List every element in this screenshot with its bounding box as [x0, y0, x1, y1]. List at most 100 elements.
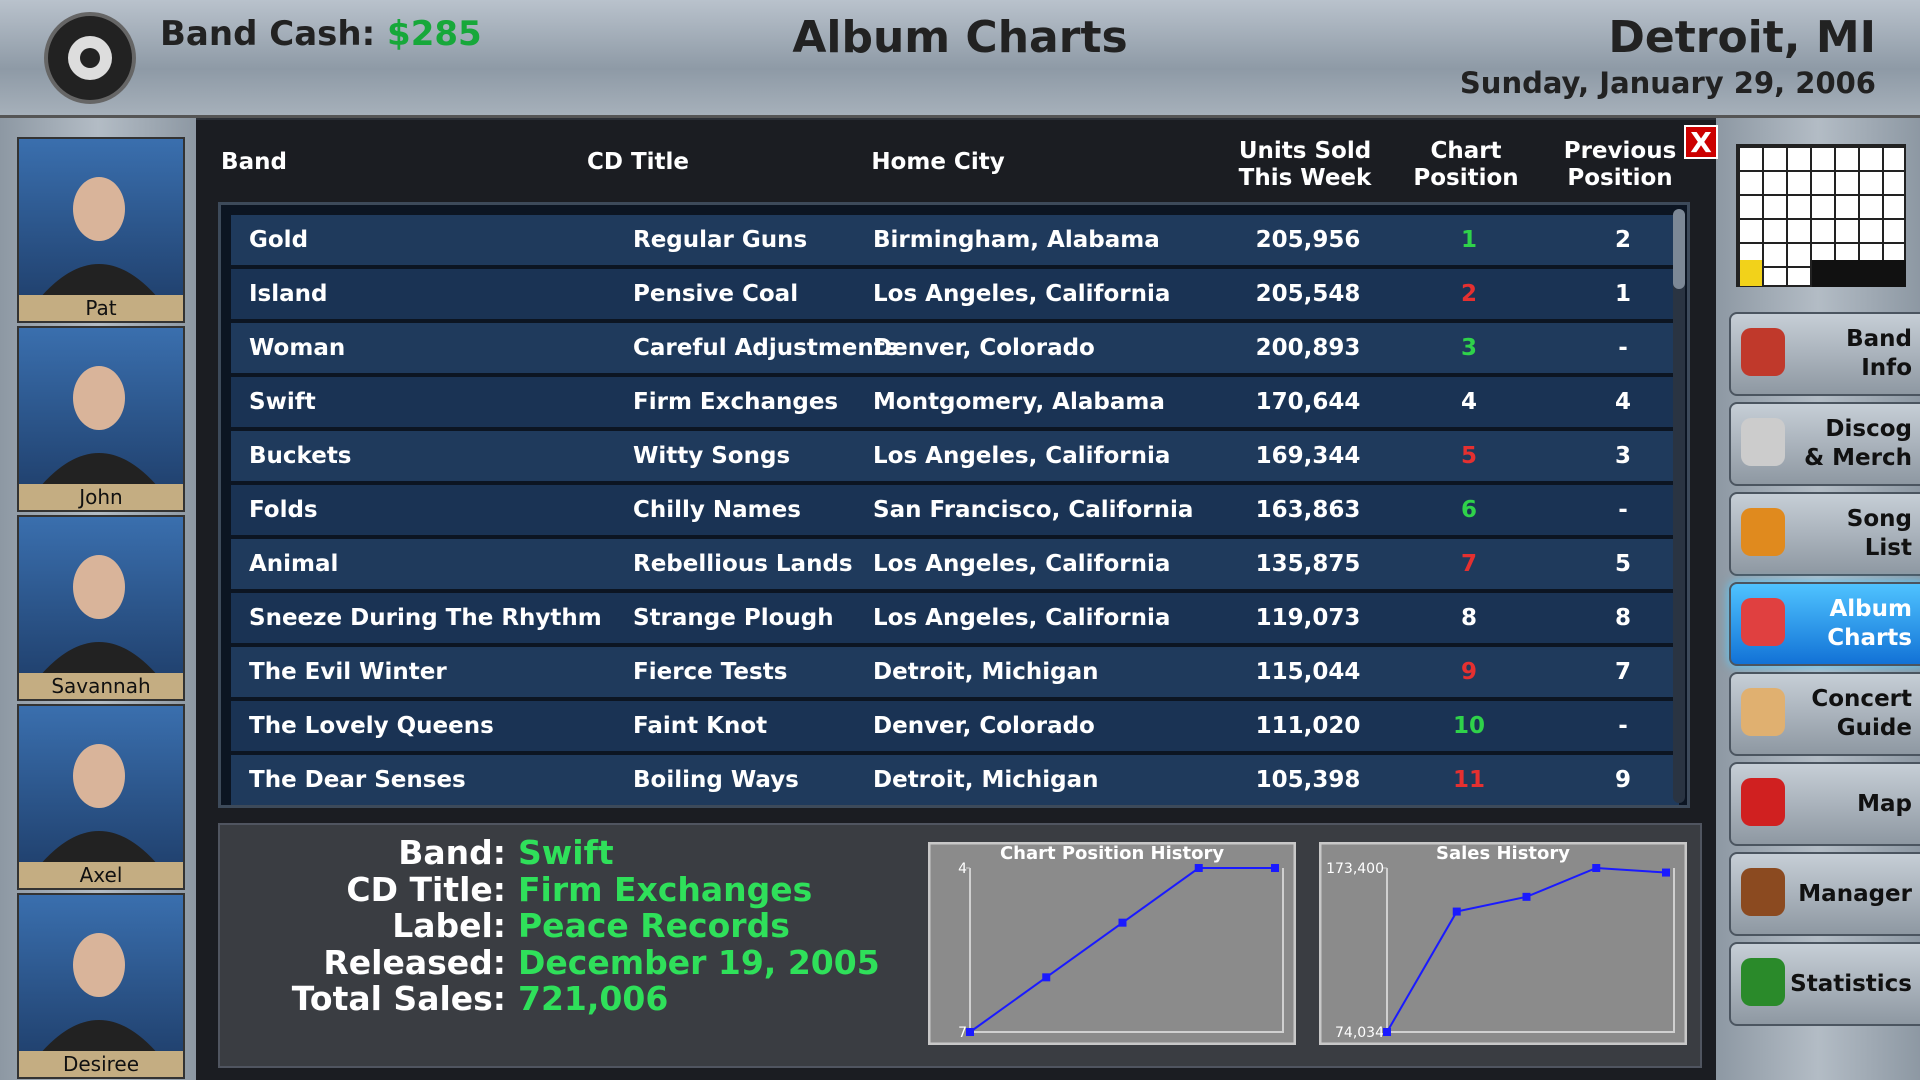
column-header: Previous Position [1563, 138, 1677, 191]
chart-table: Gold Regular Guns Birmingham, Alabama 205,9… [218, 202, 1690, 808]
member-portrait[interactable]: Savannah [17, 515, 185, 701]
member-portrait[interactable]: John [17, 326, 185, 512]
table-row[interactable]: The Evil Winter Fierce Tests Detroit, Mich… [231, 647, 1679, 697]
menu-label: Album [1829, 596, 1913, 622]
menu-button[interactable]: Album Charts [1729, 582, 1920, 666]
detail-label: CD Title: [346, 869, 506, 909]
menu-label: Discog [1825, 416, 1912, 442]
menu-button[interactable]: Statistics [1729, 942, 1920, 1026]
data-point [1042, 973, 1051, 982]
table-cell: 4 [1460, 389, 1477, 415]
menu-label: & Merch [1804, 445, 1912, 471]
table-cell: - [1618, 335, 1628, 361]
screen-title: Album Charts [792, 12, 1128, 63]
y-tick-label: 4 [958, 861, 967, 877]
table-cell: 170,644 [1255, 389, 1361, 415]
table-cell: 135,875 [1255, 551, 1361, 577]
menu-label: Map [1857, 790, 1912, 817]
mini-chart: Sales History 173,400 74,034 [1319, 842, 1687, 1045]
table-cell: 3 [1460, 335, 1477, 361]
table-cell: 205,548 [1255, 281, 1361, 307]
member-portrait[interactable]: Pat [17, 137, 185, 323]
table-row[interactable]: Animal Rebellious Lands Los Angeles, Calif… [231, 539, 1679, 589]
table-cell: Sneeze During The Rhythm [249, 605, 602, 631]
menu-button[interactable]: Manager [1729, 852, 1920, 936]
table-row[interactable]: Island Pensive Coal Los Angeles, Californi… [231, 269, 1679, 319]
settings-gear[interactable] [42, 10, 138, 106]
table-cell: Los Angeles, California [873, 605, 1171, 631]
chart-frame [1319, 842, 1687, 1045]
table-cell: Gold [249, 227, 309, 253]
cash-label: Band Cash: [160, 14, 376, 54]
member-name: Savannah [19, 673, 183, 699]
table-row[interactable]: Buckets Witty Songs Los Angeles, Californi… [231, 431, 1679, 481]
menu-label: Statistics [1790, 970, 1912, 997]
table-cell: Denver, Colorado [873, 335, 1095, 361]
table-row[interactable]: The Lovely Queens Faint Knot Denver, Color… [231, 701, 1679, 751]
menu-label: Guide [1836, 715, 1912, 741]
table-row[interactable]: Swift Firm Exchanges Montgomery, Alabama 17… [231, 377, 1679, 427]
table-cell: 2 [1614, 227, 1631, 253]
data-point [1383, 1028, 1391, 1036]
table-cell: Los Angeles, California [873, 281, 1171, 307]
member-name: Pat [19, 295, 183, 321]
table-cell: 200,893 [1255, 335, 1361, 361]
table-cell: 119,073 [1255, 605, 1361, 631]
date: Sunday, January 29, 2006 [1459, 66, 1876, 100]
table-cell: 4 [1614, 389, 1631, 415]
table-row[interactable]: Sneeze During The Rhythm Strange Plough Lo… [231, 593, 1679, 643]
member-portrait[interactable]: Desiree [17, 893, 185, 1079]
table-cell: 1 [1614, 281, 1631, 307]
menu-button[interactable]: Song List [1729, 492, 1920, 576]
detail-label: Total Sales: [291, 979, 506, 1018]
menu-button[interactable]: Band Info [1729, 312, 1920, 396]
table-row[interactable]: The Dear Senses Boiling Ways Detroit, Mich… [231, 755, 1679, 805]
menu-label: Charts [1827, 625, 1912, 651]
table-cell: Strange Plough [633, 605, 834, 631]
table-cell: The Lovely Queens [249, 713, 494, 739]
table-row[interactable]: Woman Careful Adjustments Denver, Colorado… [231, 323, 1679, 373]
close-button[interactable]: X [1684, 125, 1718, 159]
table-cell: 1 [1460, 227, 1477, 253]
table-cell: Woman [249, 335, 346, 361]
table-cell: 10 [1452, 713, 1485, 739]
menu-icon [1741, 958, 1785, 1006]
table-cell: 5 [1614, 551, 1631, 577]
table-cell: 6 [1460, 497, 1477, 523]
table-cell: Fierce Tests [633, 659, 788, 685]
table-cell: Detroit, Michigan [873, 659, 1099, 685]
table-cell: Buckets [249, 443, 352, 469]
y-tick-label: 7 [958, 1025, 967, 1041]
menu-label: Info [1861, 355, 1912, 381]
table-row[interactable]: Folds Chilly Names San Francisco, Californ… [231, 485, 1679, 535]
table-cell: San Francisco, California [873, 497, 1194, 523]
detail-label: Label: [392, 906, 506, 945]
table-cell: 7 [1614, 659, 1631, 685]
menu-icon [1741, 508, 1785, 556]
menu-button[interactable]: Discog & Merch [1729, 402, 1920, 486]
scroll-thumb[interactable] [1673, 209, 1685, 289]
menu-button[interactable]: Map [1729, 762, 1920, 846]
data-point [1118, 918, 1127, 927]
data-point [1662, 868, 1670, 877]
table-cell: Firm Exchanges [633, 389, 839, 415]
table-cell: Detroit, Michigan [873, 767, 1099, 793]
table-row[interactable]: Gold Regular Guns Birmingham, Alabama 205,9… [231, 215, 1679, 265]
table-cell: 3 [1614, 443, 1631, 469]
data-point [1452, 907, 1461, 916]
plot-frame [1386, 868, 1675, 1033]
table-cell: Animal [249, 551, 339, 577]
table-cell: 163,863 [1255, 497, 1361, 523]
table-cell: The Evil Winter [249, 659, 447, 685]
table-cell: Rebellious Lands [633, 551, 853, 577]
data-point [1592, 864, 1601, 872]
calendar [1736, 144, 1906, 287]
table-cell: Pensive Coal [633, 281, 799, 307]
menu-button[interactable]: Concert Guide [1729, 672, 1920, 756]
y-tick-label: 173,400 [1326, 861, 1384, 877]
member-portrait[interactable]: Axel [17, 704, 185, 890]
data-point [1194, 864, 1203, 872]
menu-icon [1741, 868, 1785, 916]
data-point [1522, 892, 1531, 901]
detail-value: Firm Exchanges [518, 869, 813, 909]
